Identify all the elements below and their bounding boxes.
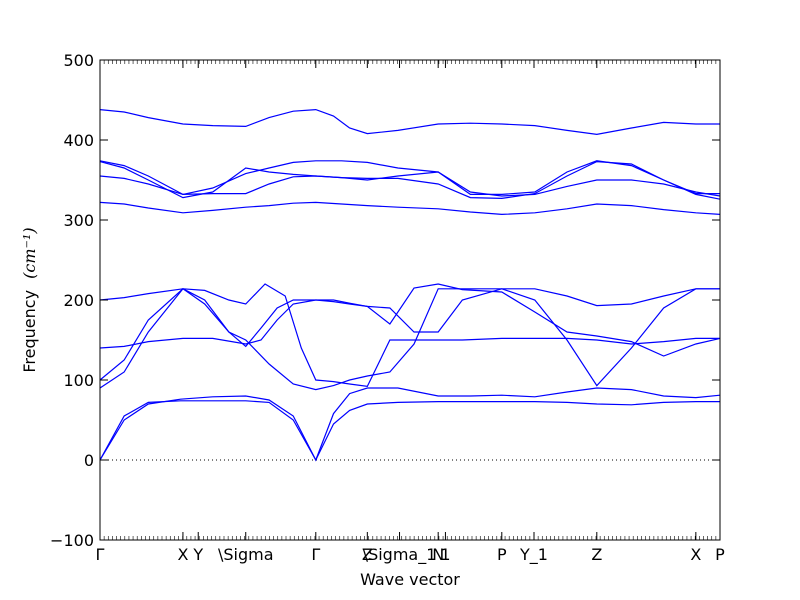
- band-1: [99, 400, 720, 462]
- phonon-bands: [99, 108, 721, 462]
- band-7: [99, 201, 721, 216]
- x-tick-label: P: [715, 545, 725, 564]
- y-axis-label-unit: (cm⁻¹): [20, 227, 39, 278]
- y-axis-label: Frequency (cm⁻¹): [20, 227, 39, 372]
- plot-area-frame: [99, 59, 721, 541]
- y-axis-ticks: −100 0 100 200 300 400 500: [50, 51, 720, 550]
- y-axis-label-text: Frequency: [20, 290, 39, 373]
- x-tick-label: Z: [362, 545, 373, 564]
- y-tick-label: −100: [50, 531, 94, 550]
- x-tick-label: \Sigma_1: [363, 545, 437, 565]
- y-tick-label: 100: [63, 371, 94, 390]
- y-tick-label: 400: [63, 131, 94, 150]
- band-6: [99, 283, 721, 357]
- x-tick-label: Γ: [96, 545, 105, 564]
- x-tick-label: Γ: [311, 545, 320, 564]
- x-tick-label: Z: [591, 545, 602, 564]
- y-tick-label: 0: [84, 451, 94, 470]
- band-11: [99, 108, 720, 136]
- x-tick-label: P: [497, 545, 507, 564]
- band-5: [99, 283, 720, 388]
- x-axis-ticks: Γ X Y \Sigma Γ Z\Sigma_1N1 P Y_1 Z X P: [96, 60, 725, 565]
- y-tick-label: 300: [63, 211, 94, 230]
- y-tick-label: 500: [63, 51, 94, 70]
- x-tick-label: N: [432, 545, 444, 564]
- band-3: [99, 288, 720, 391]
- x-tick-label: Y_1: [519, 545, 548, 565]
- band-2: [99, 387, 721, 462]
- x-tick-label: X: [177, 545, 188, 564]
- x-axis-label: Wave vector: [360, 570, 460, 589]
- x-tick-label: X: [690, 545, 701, 564]
- x-tick-label: 1: [440, 545, 450, 564]
- x-tick-label: \Sigma: [218, 545, 274, 564]
- x-tick-label: Y: [192, 545, 203, 564]
- y-tick-label: 200: [63, 291, 94, 310]
- band-10: [99, 160, 720, 196]
